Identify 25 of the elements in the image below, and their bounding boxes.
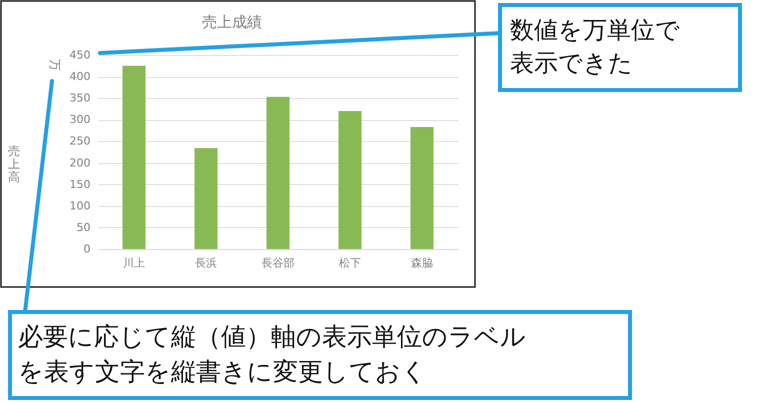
x-tick-label: 長浜 <box>195 256 217 270</box>
y-tick-label: 50 <box>76 220 90 234</box>
y-tick-label: 250 <box>70 134 90 148</box>
y-tick-label: 150 <box>70 178 90 191</box>
y-tick-label: 300 <box>70 113 90 126</box>
y-tick-label: 200 <box>70 156 90 170</box>
y-tick-label: 400 <box>70 70 90 84</box>
x-tick-label: 松下 <box>339 256 361 270</box>
text: 必要に応じて縦（値）軸の表示単位のラベルを表す文字を縦書きに変更しておく <box>18 322 526 386</box>
x-tick-label: 森脇 <box>411 256 433 270</box>
text: 数値を万単位で表示できた <box>510 16 680 77</box>
y-tick-label: 450 <box>70 48 90 62</box>
bar <box>338 111 362 249</box>
y-tick-label: 0 <box>84 242 90 256</box>
bar <box>410 126 434 249</box>
y-tick-label: 100 <box>70 199 90 212</box>
x-tick-label: 長谷部 <box>262 256 294 270</box>
bar <box>266 96 290 249</box>
chart-title: 売上成績 <box>202 13 262 31</box>
bar <box>194 148 218 249</box>
text: 万 <box>48 59 62 71</box>
y-axis-title: 売上高 <box>8 144 20 184</box>
bar <box>122 66 146 249</box>
y-tick-label: 350 <box>70 92 90 105</box>
x-tick-label: 川上 <box>123 256 145 270</box>
